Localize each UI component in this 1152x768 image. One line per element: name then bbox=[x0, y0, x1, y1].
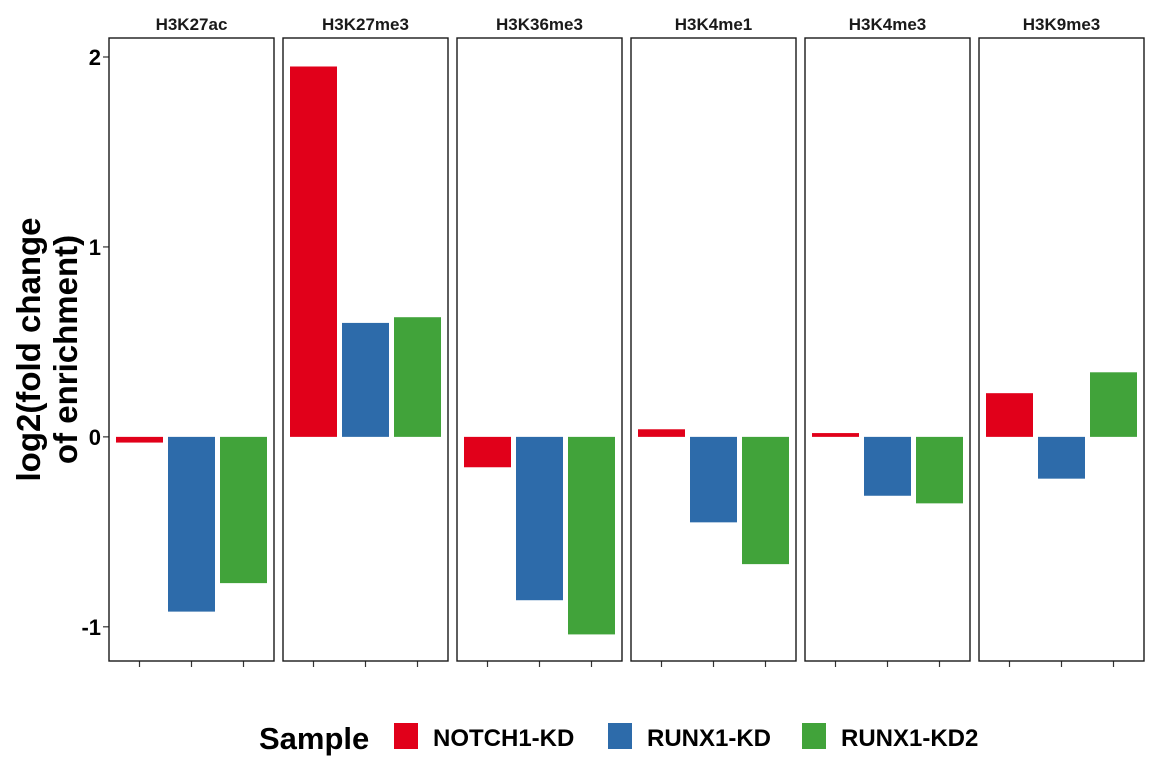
facet-strip-label: H3K4me3 bbox=[849, 15, 927, 34]
bar-notch1-kd-h3k4me3 bbox=[812, 433, 859, 437]
facet-panel-border bbox=[630, 37, 797, 662]
bar-runx1-kd2-h3k36me3 bbox=[568, 436, 615, 635]
bar-runx1-kd-h3k27me3 bbox=[342, 322, 389, 437]
bar-notch1-kd-h3k36me3 bbox=[464, 436, 511, 468]
facet-strip-label: H3K27me3 bbox=[322, 15, 409, 34]
facet-panel-border bbox=[108, 37, 275, 662]
facet-strip-label: H3K27ac bbox=[156, 15, 228, 34]
bar-notch1-kd-h3k27ac bbox=[116, 436, 163, 443]
bar-runx1-kd-h3k36me3 bbox=[516, 436, 563, 601]
bar-runx1-kd2-h3k4me3 bbox=[916, 436, 963, 504]
bar-notch1-kd-h3k9me3 bbox=[986, 393, 1033, 437]
facet-strip-label: H3K36me3 bbox=[496, 15, 583, 34]
facet-panel-border bbox=[804, 37, 971, 662]
y-tick-label: 2 bbox=[89, 45, 101, 70]
legend-swatch-runx1-kd bbox=[608, 723, 632, 749]
legend-swatch-notch1-kd bbox=[394, 723, 418, 749]
bar-runx1-kd2-h3k27me3 bbox=[394, 317, 441, 437]
bar-runx1-kd-h3k27ac bbox=[168, 436, 215, 612]
legend-swatch-runx1-kd2 bbox=[802, 723, 826, 749]
facet-strip-label: H3K4me1 bbox=[675, 15, 753, 34]
bar-runx1-kd2-h3k4me1 bbox=[742, 436, 789, 565]
bar-runx1-kd-h3k4me1 bbox=[690, 436, 737, 523]
y-tick-label: 1 bbox=[89, 235, 101, 260]
bar-runx1-kd2-h3k9me3 bbox=[1090, 372, 1137, 437]
facet-panel-border bbox=[978, 37, 1145, 662]
y-tick-label: -1 bbox=[81, 615, 101, 640]
legend-label-runx1-kd: RUNX1-KD bbox=[647, 725, 771, 752]
facet-panel-border bbox=[456, 37, 623, 662]
bar-notch1-kd-h3k27me3 bbox=[290, 66, 337, 437]
legend-label-runx1-kd2: RUNX1-KD2 bbox=[841, 725, 978, 752]
bar-notch1-kd-h3k4me1 bbox=[638, 429, 685, 437]
facet-panel-border bbox=[282, 37, 449, 662]
legend-label-notch1-kd: NOTCH1-KD bbox=[433, 725, 574, 752]
bar-runx1-kd2-h3k27ac bbox=[220, 436, 267, 584]
bar-runx1-kd-h3k4me3 bbox=[864, 436, 911, 496]
y-axis-title-line-1: log2(fold change bbox=[10, 218, 47, 482]
legend-title: Sample bbox=[259, 721, 369, 756]
bar-runx1-kd-h3k9me3 bbox=[1038, 436, 1085, 479]
y-axis-title-line-2: of enrichment) bbox=[47, 235, 84, 464]
y-tick-label: 0 bbox=[89, 425, 101, 450]
facet-strip-label: H3K9me3 bbox=[1023, 15, 1101, 34]
